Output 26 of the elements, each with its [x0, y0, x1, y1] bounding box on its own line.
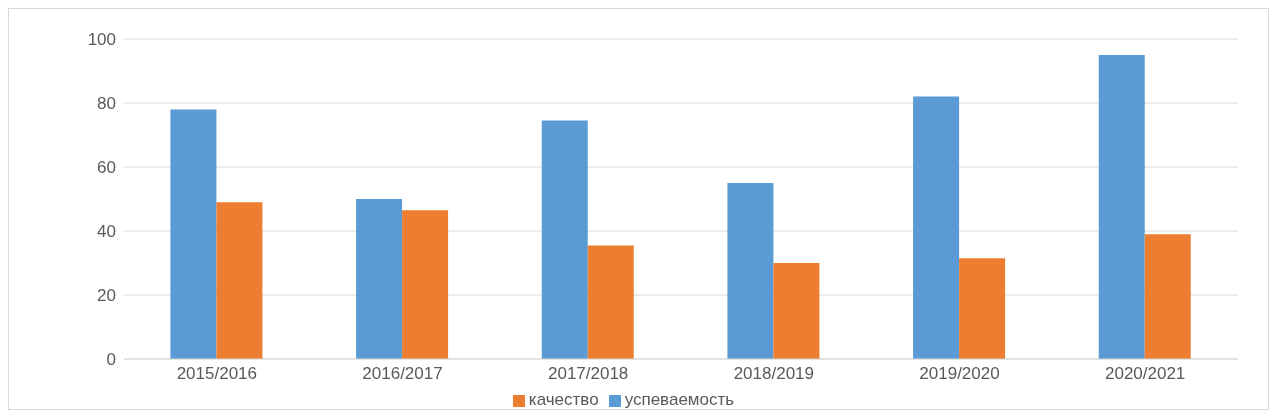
bar	[541, 120, 588, 359]
bar	[356, 199, 403, 359]
y-tick-label: 40	[97, 222, 116, 242]
bar	[773, 263, 820, 359]
x-tick-label: 2016/2017	[362, 364, 443, 384]
bar	[1098, 55, 1145, 359]
bar	[959, 258, 1006, 359]
y-tick-label: 20	[97, 286, 116, 306]
y-tick-label: 100	[87, 30, 116, 50]
bar	[170, 109, 217, 359]
legend-label: качество	[528, 390, 599, 409]
bar	[913, 96, 960, 359]
x-tick-label: 2018/2019	[733, 364, 815, 384]
bar	[727, 183, 774, 359]
bar	[216, 202, 263, 359]
bar	[587, 245, 634, 359]
legend-label: успеваемость	[624, 390, 735, 409]
bar	[402, 210, 449, 359]
x-tick-label: 2015/2016	[176, 364, 258, 384]
x-tick-label: 2019/2020	[919, 364, 1000, 384]
bar	[1144, 234, 1191, 359]
y-tick-label: 60	[97, 158, 116, 178]
y-tick-label: 0	[106, 350, 116, 370]
x-tick-label: 2017/2018	[547, 364, 629, 384]
y-tick-label: 80	[97, 94, 116, 114]
x-tick-label: 2020/2021	[1104, 364, 1186, 384]
